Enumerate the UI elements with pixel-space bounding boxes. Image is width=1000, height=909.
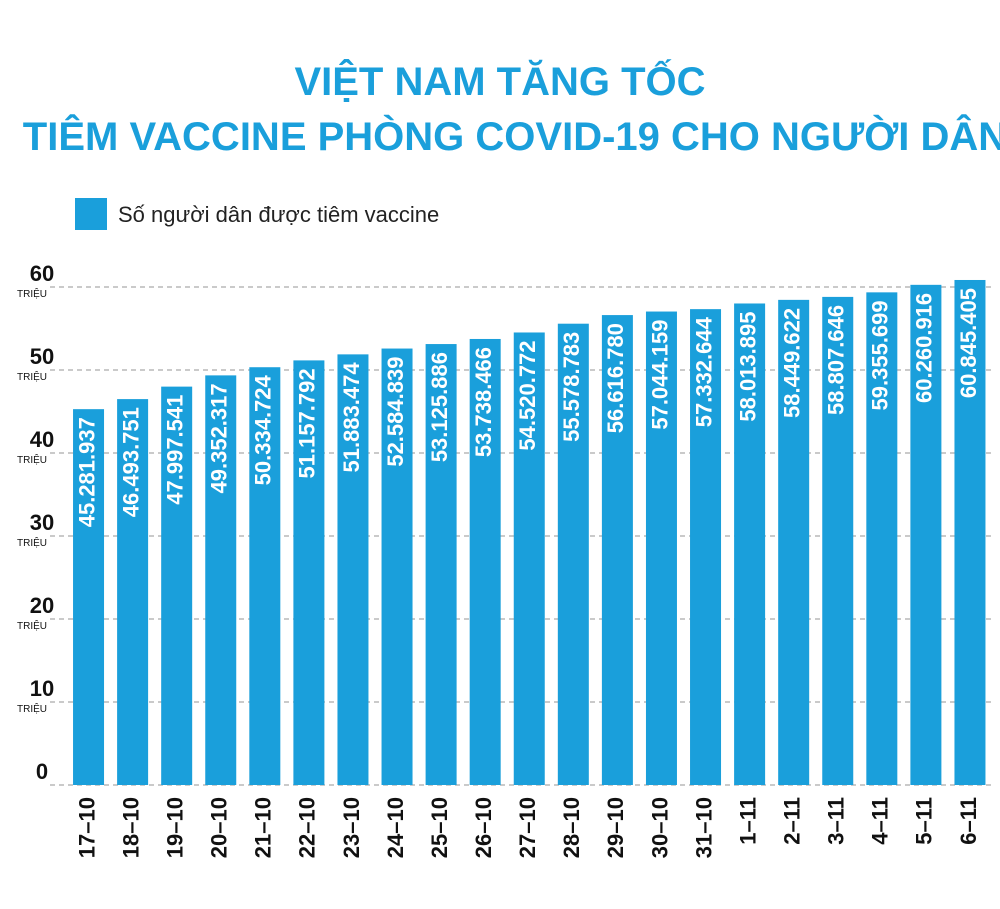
x-tick-label: 23–10 [339,797,364,858]
y-tick-label: 30 [30,510,54,535]
bar [645,311,677,785]
value-label: 60.845.405 [956,288,981,398]
x-tick-label: 30–10 [647,797,672,858]
value-label: 58.807.646 [824,305,849,415]
x-tick-label: 28–10 [559,797,584,858]
bar [734,303,766,785]
x-tick-label: 1–11 [735,797,760,845]
value-label: 57.044.159 [647,320,672,430]
x-tick-label: 6–11 [956,797,981,845]
bar [73,409,105,785]
bar [954,279,986,785]
x-tick-label: 4–11 [868,797,893,845]
x-tick-label: 5–11 [912,797,937,845]
value-label: 59.355.699 [868,300,893,410]
value-label: 56.616.780 [603,323,628,433]
value-label: 57.332.644 [691,316,716,427]
bar [778,299,810,785]
x-tick-label: 31–10 [691,797,716,858]
x-tick-label: 19–10 [162,797,187,858]
x-tick-label: 2–11 [779,797,804,845]
legend-swatch [75,198,107,230]
value-label: 58.449.622 [779,308,804,418]
value-label: 51.157.792 [295,368,320,478]
bar [469,338,501,785]
x-tick-label: 20–10 [207,797,232,858]
value-label: 54.520.772 [515,340,540,450]
y-tick-label: 50 [30,344,54,369]
bar [425,344,457,785]
bar [381,348,413,785]
value-label: 51.883.474 [339,362,364,473]
bar [690,309,722,785]
bar [337,354,369,785]
x-tick-label: 25–10 [427,797,452,858]
bar [557,323,589,785]
value-label: 49.352.317 [207,383,232,493]
bar [249,367,281,785]
y-tick-label: 40 [30,427,54,452]
value-label: 46.493.751 [118,407,143,517]
x-tick-label: 17–10 [74,797,99,858]
bar [293,360,325,785]
y-unit-label: TRIỆU [17,536,47,549]
y-tick-label: 60 [30,261,54,286]
y-unit-label: TRIỆU [17,702,47,715]
value-label: 53.125.886 [427,352,452,462]
y-unit-label: TRIỆU [17,287,47,300]
chart-title: TIÊM VACCINE PHÒNG COVID-19 CHO NGƯỜI DÂ… [23,113,1000,159]
value-label: 52.584.839 [383,357,408,467]
value-label: 45.281.937 [74,417,99,527]
value-label: 58.013.895 [735,311,760,421]
x-tick-label: 22–10 [295,797,320,858]
value-label: 53.738.466 [471,347,496,457]
y-tick-label: 20 [30,593,54,618]
legend-label: Số người dân được tiêm vaccine [118,202,439,227]
x-tick-label: 3–11 [824,797,849,845]
x-tick-label: 24–10 [383,797,408,858]
value-label: 60.260.916 [912,293,937,403]
bar [866,292,898,785]
bar [513,332,545,785]
bar [117,399,149,785]
chart-title: VIỆT NAM TĂNG TỐC [294,58,705,104]
value-label: 47.997.541 [162,395,187,505]
x-tick-label: 29–10 [603,797,628,858]
y-tick-label: 10 [30,676,54,701]
y-unit-label: TRIỆU [17,453,47,466]
bar [910,284,942,785]
bar [205,375,237,785]
bar [601,315,633,785]
x-tick-label: 26–10 [471,797,496,858]
x-tick-label: 27–10 [515,797,540,858]
x-tick-label: 21–10 [251,797,276,858]
y-unit-label: TRIỆU [17,370,47,383]
y-unit-label: TRIỆU [17,619,47,632]
y-tick-label: 0 [36,759,48,784]
value-label: 50.334.724 [251,374,276,485]
bar [822,296,854,785]
value-label: 55.578.783 [559,332,584,442]
x-tick-label: 18–10 [118,797,143,858]
bar [161,386,193,785]
